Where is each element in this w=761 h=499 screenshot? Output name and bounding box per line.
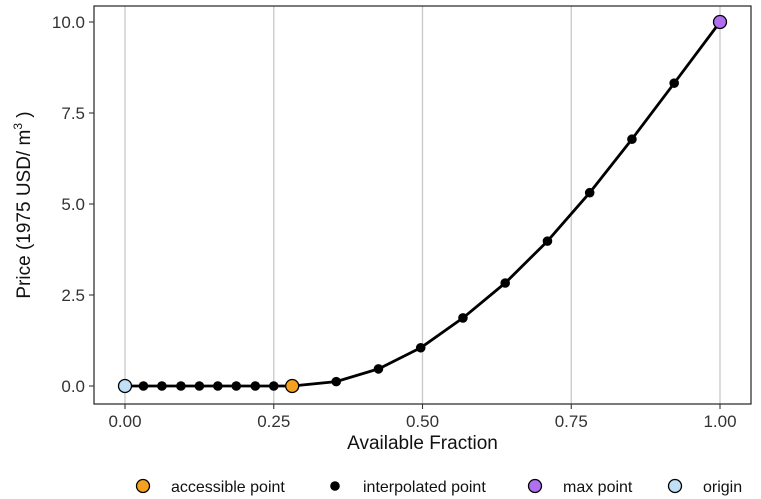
legend-key-accessible-point — [135, 478, 151, 494]
interpolated-point-marker — [373, 364, 384, 374]
accessible-point-marker — [285, 378, 300, 394]
interpolated-point-marker — [415, 342, 426, 353]
interpolated-point-marker — [157, 381, 167, 391]
legend-item-accessible-point: accessible point — [135, 478, 285, 496]
y-tick-label: 7.5 — [61, 104, 85, 123]
interpolated-point-marker — [458, 313, 468, 323]
interpolated-point-marker — [542, 236, 553, 246]
legend-label-max-point: max point — [563, 479, 633, 496]
point-layer — [117, 14, 728, 394]
interpolated-point-marker — [268, 381, 279, 391]
interpolated-point-marker — [231, 381, 242, 391]
grid-layer — [124, 6, 721, 404]
legend-key-origin — [667, 478, 683, 494]
axis-layer: 0.00 0.25 0.50 0.75 1.00 0.0 2.5 5.0 7.5 10.0 — [52, 13, 737, 431]
x-tick-label: 0.75 — [555, 412, 588, 431]
y-axis-title: Price (1975 USD/ m3 ) — [11, 111, 35, 298]
interpolated-point-marker — [331, 376, 342, 387]
y-axis-title-suffix: ) — [14, 111, 35, 123]
legend-label-origin: origin — [703, 479, 742, 496]
interpolated-point-marker — [500, 278, 511, 288]
y-axis-title-prefix: Price (1975 USD/ m — [14, 130, 35, 299]
legend-label-accessible-point: accessible point — [171, 479, 285, 496]
max-point-marker — [712, 14, 728, 30]
y-tick-label: 0.0 — [61, 377, 85, 396]
x-tick-label: 0.50 — [406, 412, 439, 431]
legend-item-origin: origin — [667, 478, 742, 496]
y-tick-label: 2.5 — [61, 286, 85, 305]
interpolated-point-marker — [176, 381, 186, 391]
legend-label-interpolated-point: interpolated point — [363, 479, 486, 496]
legend-item-max-point: max point — [527, 478, 633, 496]
interpolated-point-marker — [213, 381, 223, 391]
y-tick-label: 10.0 — [52, 13, 85, 32]
x-tick-label: 0.00 — [108, 412, 141, 431]
legend-key-interpolated-point — [330, 481, 340, 491]
interpolated-point-marker — [194, 381, 205, 391]
x-axis-title: Available Fraction — [347, 433, 498, 454]
interpolated-point-marker — [627, 134, 637, 145]
y-tick-label: 5.0 — [61, 195, 85, 214]
origin-marker — [117, 378, 133, 394]
legend-item-interpolated-point: interpolated point — [330, 479, 486, 496]
interpolated-point-marker — [584, 187, 595, 198]
legend: accessible point interpolated point max po… — [135, 478, 742, 496]
legend-key-max-point — [527, 478, 543, 494]
y-axis-title-superscript: 3 — [11, 123, 25, 130]
interpolated-point-marker — [138, 381, 149, 391]
x-tick-label: 1.00 — [703, 412, 736, 431]
interpolated-point-marker — [669, 78, 679, 88]
x-tick-label: 0.25 — [257, 412, 290, 431]
interpolated-point-marker — [250, 381, 261, 391]
